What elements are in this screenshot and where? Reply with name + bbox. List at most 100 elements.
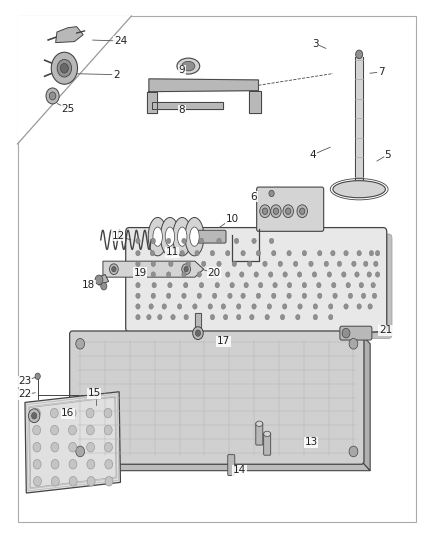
Circle shape [166,238,171,244]
Text: 9: 9 [178,66,185,75]
Circle shape [210,314,215,320]
Circle shape [302,282,307,288]
Circle shape [302,293,307,298]
Circle shape [348,293,353,298]
Circle shape [260,205,270,217]
Circle shape [69,442,77,452]
Circle shape [349,338,358,349]
FancyBboxPatch shape [340,326,372,340]
Circle shape [136,251,140,256]
Circle shape [87,477,95,486]
Text: 23: 23 [18,376,32,386]
Text: 12: 12 [112,231,125,240]
Ellipse shape [256,421,263,426]
Circle shape [223,314,228,320]
Ellipse shape [173,217,192,256]
Circle shape [28,409,40,423]
Circle shape [287,251,291,256]
Polygon shape [195,313,201,327]
Circle shape [35,373,40,379]
Circle shape [298,304,302,309]
Polygon shape [249,91,261,113]
Text: 20: 20 [207,268,220,278]
Text: 8: 8 [178,106,185,115]
Circle shape [278,261,283,266]
Circle shape [69,477,77,486]
Circle shape [51,425,59,435]
Circle shape [195,251,199,256]
Circle shape [324,261,328,266]
Text: 24: 24 [114,36,127,46]
Circle shape [147,314,151,320]
Circle shape [318,293,322,298]
Circle shape [199,238,204,244]
Circle shape [33,459,41,469]
FancyBboxPatch shape [126,228,387,332]
Circle shape [68,425,76,435]
Circle shape [273,282,277,288]
Polygon shape [355,57,363,188]
Ellipse shape [148,217,167,256]
Circle shape [171,314,175,320]
Circle shape [197,293,201,298]
Text: 2: 2 [113,70,120,79]
Circle shape [158,314,162,320]
Circle shape [195,330,201,336]
Circle shape [104,408,112,418]
Circle shape [332,282,336,288]
Circle shape [212,293,217,298]
Circle shape [182,264,191,274]
Circle shape [136,261,140,266]
Circle shape [50,408,58,418]
FancyBboxPatch shape [195,230,226,243]
Circle shape [313,314,318,320]
Circle shape [337,261,342,266]
Circle shape [182,272,186,277]
Circle shape [241,293,245,298]
Circle shape [150,251,155,256]
Circle shape [256,251,261,256]
Circle shape [33,442,41,452]
Circle shape [182,238,186,244]
Text: 25: 25 [61,104,74,114]
Circle shape [169,261,173,266]
Circle shape [359,282,364,288]
Circle shape [361,293,366,298]
Circle shape [283,205,293,217]
Circle shape [237,314,241,320]
Circle shape [60,63,68,73]
Circle shape [32,408,40,418]
FancyBboxPatch shape [257,187,324,231]
Circle shape [210,251,215,256]
Circle shape [355,272,359,277]
Circle shape [76,446,85,457]
Circle shape [283,272,287,277]
Circle shape [371,282,375,288]
Text: 18: 18 [82,280,95,290]
Ellipse shape [264,431,271,437]
Circle shape [87,442,95,452]
Circle shape [197,272,201,277]
Circle shape [226,251,230,256]
Circle shape [368,304,372,309]
Circle shape [256,293,261,298]
Circle shape [258,282,263,288]
Circle shape [151,293,155,298]
Circle shape [112,266,116,272]
Circle shape [344,251,348,256]
Circle shape [265,314,269,320]
Circle shape [217,238,221,244]
Circle shape [49,92,56,100]
Circle shape [51,442,59,452]
Circle shape [300,208,305,214]
Circle shape [180,251,184,256]
Circle shape [217,261,221,266]
Circle shape [375,251,380,256]
Circle shape [302,251,307,256]
Circle shape [193,304,197,309]
Circle shape [152,282,156,288]
Ellipse shape [165,227,175,246]
Circle shape [182,293,186,298]
Circle shape [357,251,361,256]
Ellipse shape [177,227,187,246]
